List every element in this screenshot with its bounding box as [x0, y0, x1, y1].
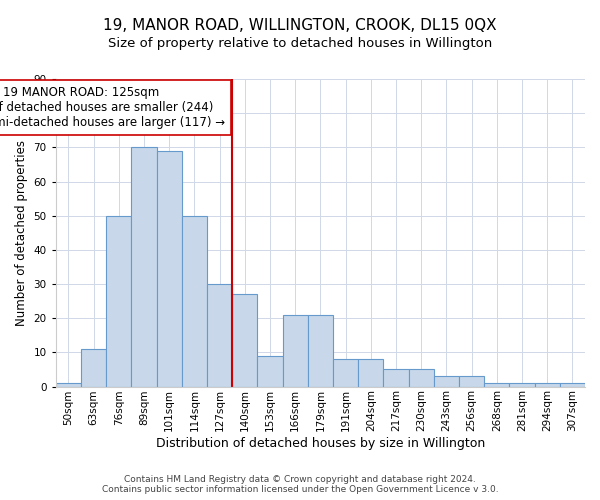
Bar: [484, 383, 509, 386]
Bar: [409, 370, 434, 386]
Bar: [434, 376, 459, 386]
Bar: [182, 216, 207, 386]
Bar: [308, 315, 333, 386]
Bar: [257, 356, 283, 386]
Bar: [81, 349, 106, 387]
Bar: [283, 315, 308, 386]
Bar: [535, 383, 560, 386]
Bar: [459, 376, 484, 386]
Bar: [207, 284, 232, 386]
Text: Contains HM Land Registry data © Crown copyright and database right 2024.: Contains HM Land Registry data © Crown c…: [124, 475, 476, 484]
Bar: [509, 383, 535, 386]
Y-axis label: Number of detached properties: Number of detached properties: [15, 140, 28, 326]
Bar: [232, 294, 257, 386]
Text: 19 MANOR ROAD: 125sqm
← 67% of detached houses are smaller (244)
32% of semi-det: 19 MANOR ROAD: 125sqm ← 67% of detached …: [0, 86, 226, 129]
Bar: [106, 216, 131, 386]
Bar: [157, 151, 182, 386]
X-axis label: Distribution of detached houses by size in Willington: Distribution of detached houses by size …: [156, 437, 485, 450]
Bar: [560, 383, 585, 386]
Text: Contains public sector information licensed under the Open Government Licence v : Contains public sector information licen…: [101, 485, 499, 494]
Bar: [333, 359, 358, 386]
Text: 19, MANOR ROAD, WILLINGTON, CROOK, DL15 0QX: 19, MANOR ROAD, WILLINGTON, CROOK, DL15 …: [103, 18, 497, 32]
Bar: [358, 359, 383, 386]
Text: Size of property relative to detached houses in Willington: Size of property relative to detached ho…: [108, 38, 492, 51]
Bar: [56, 383, 81, 386]
Bar: [131, 148, 157, 386]
Bar: [383, 370, 409, 386]
